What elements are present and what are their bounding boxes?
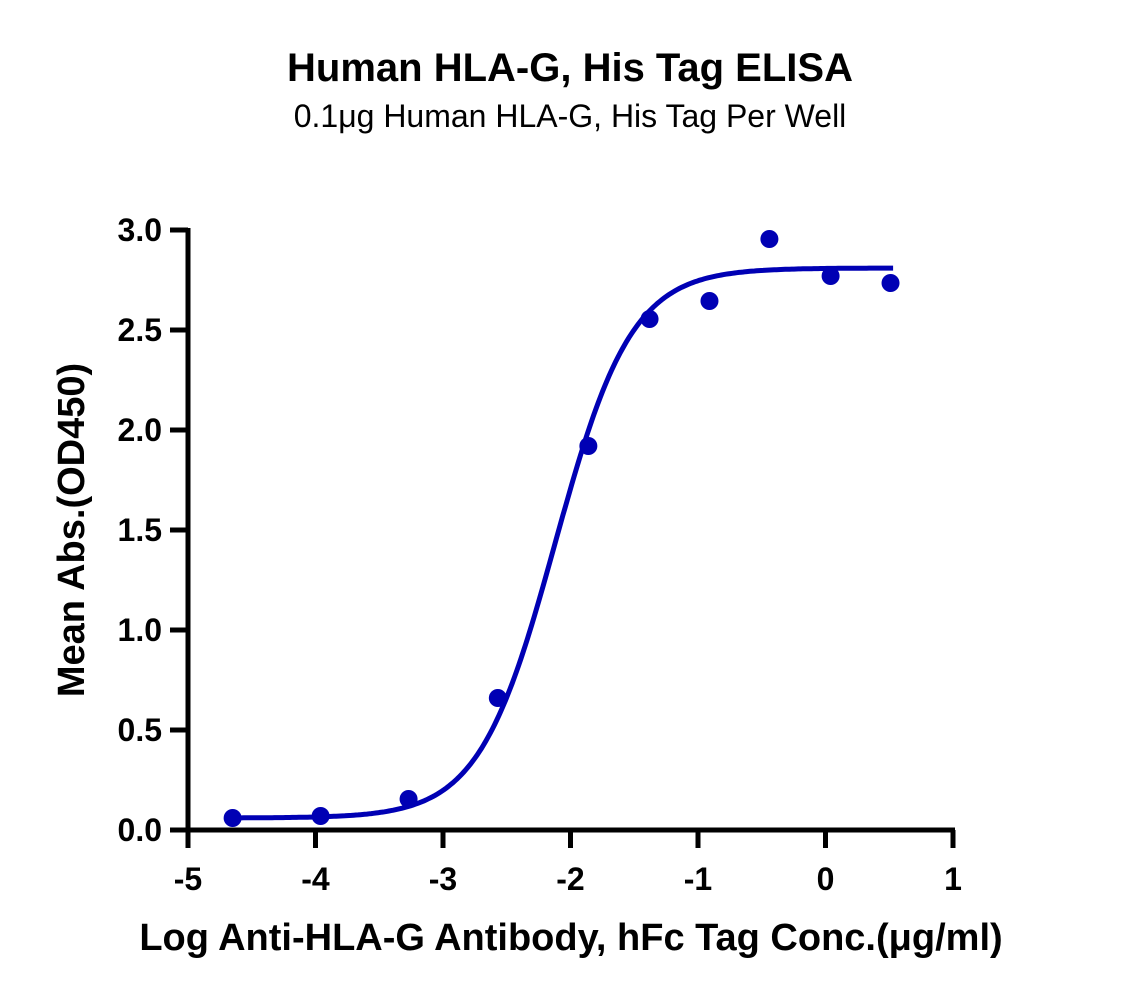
x-tick-label: -4 (301, 861, 330, 897)
x-tick-label: -5 (174, 861, 202, 897)
x-tick-label: 0 (817, 861, 835, 897)
y-tick-label: 2.5 (118, 312, 162, 348)
data-points (223, 230, 900, 827)
y-tick-label: 1.0 (118, 612, 162, 648)
axes: 0.0 0.5 1.0 1.5 2.0 2.5 3.0 -5 -4 -3 -2 -1 0 1 (118, 212, 962, 897)
data-point (223, 809, 242, 827)
x-tick-label: -2 (556, 861, 584, 897)
fit-line (232, 265, 894, 821)
data-point (488, 689, 507, 707)
data-point (821, 267, 840, 285)
x-tick-label: -1 (684, 861, 712, 897)
y-tick-label: 3.0 (118, 212, 162, 248)
chart-subtitle: 0.1μg Human HLA-G, His Tag Per Well (293, 98, 847, 134)
data-point (640, 310, 659, 328)
x-tick-label: 1 (944, 861, 962, 897)
y-tick-label: 2.0 (118, 412, 162, 448)
data-point (700, 292, 719, 310)
y-tick-label: 0.0 (118, 812, 162, 848)
fit-curve (232, 265, 894, 821)
x-tick-label: -3 (429, 861, 457, 897)
y-tick-label: 1.5 (118, 512, 162, 548)
data-point (881, 274, 900, 292)
data-point (311, 807, 330, 825)
x-axis-label: Log Anti-HLA-G Antibody, hFc Tag Conc.(μ… (139, 917, 1002, 959)
chart-title: Human HLA-G, His Tag ELISA (287, 46, 853, 90)
data-point (760, 230, 779, 248)
y-tick-label: 0.5 (118, 712, 162, 748)
data-point (399, 790, 418, 808)
data-point (579, 437, 598, 455)
y-axis-label: Mean Abs.(OD450) (51, 363, 93, 697)
